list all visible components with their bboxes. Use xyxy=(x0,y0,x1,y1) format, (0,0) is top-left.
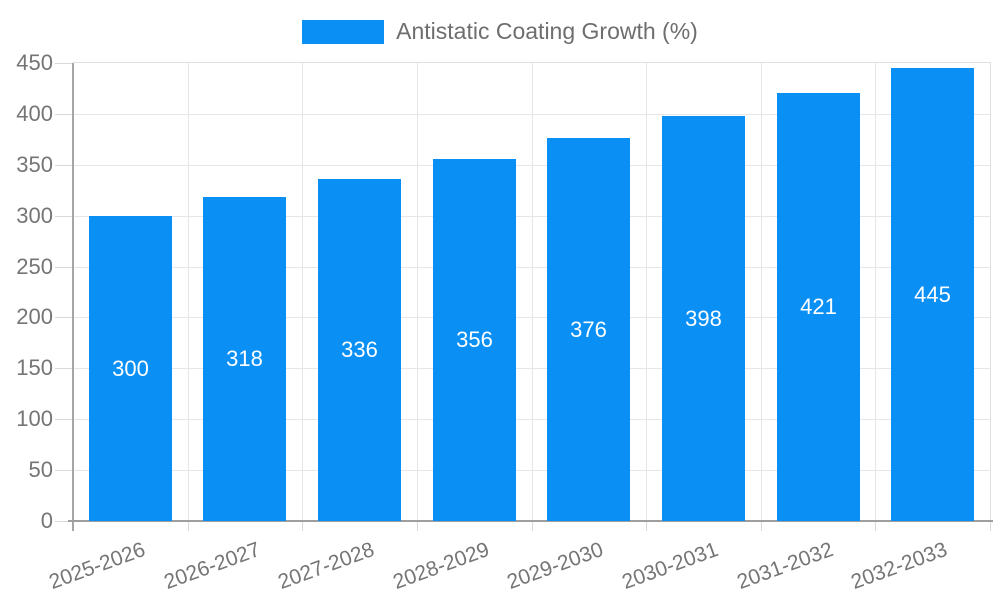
x-axis-label: 2030-2031 xyxy=(619,538,722,594)
bar[interactable]: 336 xyxy=(318,179,401,521)
y-gridline xyxy=(73,419,990,420)
y-gridline xyxy=(73,317,990,318)
x-axis-tick xyxy=(761,521,762,531)
bar[interactable]: 356 xyxy=(433,159,516,521)
y-axis-line xyxy=(72,63,74,531)
y-axis-tick xyxy=(55,165,73,166)
y-axis-label: 300 xyxy=(16,203,53,228)
bar[interactable]: 376 xyxy=(547,138,630,521)
bar-value-label: 300 xyxy=(112,355,149,381)
x-axis-tick xyxy=(990,521,991,531)
x-axis-tick xyxy=(532,521,533,531)
y-axis-label: 450 xyxy=(16,50,53,75)
plot-border-top xyxy=(73,62,991,63)
x-gridline xyxy=(302,63,303,521)
x-gridline xyxy=(417,63,418,521)
bar-value-label: 376 xyxy=(570,316,607,342)
y-axis-label: 200 xyxy=(16,304,53,329)
x-axis-label: 2025-2026 xyxy=(45,538,149,594)
x-axis-label: 2028-2029 xyxy=(389,538,493,594)
bar-value-label: 445 xyxy=(914,281,951,307)
x-axis-label: 2029-2030 xyxy=(504,538,607,594)
bar-value-label: 356 xyxy=(456,327,493,352)
legend-swatch[interactable] xyxy=(302,19,385,44)
bar[interactable]: 421 xyxy=(777,93,860,521)
y-gridline xyxy=(73,368,990,369)
y-axis-tick xyxy=(55,317,73,318)
x-axis-tick xyxy=(302,521,303,531)
x-gridline xyxy=(761,63,762,521)
y-axis-tick xyxy=(55,63,73,64)
y-axis-label: 0 xyxy=(40,508,53,533)
x-gridline xyxy=(646,63,647,521)
bar-value-label: 421 xyxy=(800,294,837,319)
y-axis-tick xyxy=(55,267,73,268)
x-gridline xyxy=(532,63,533,521)
bar[interactable]: 318 xyxy=(203,197,286,521)
bar-value-label: 398 xyxy=(685,305,722,331)
x-axis-label: 2032-2033 xyxy=(848,538,951,594)
y-axis-label: 50 xyxy=(28,457,53,482)
y-gridline xyxy=(73,470,990,471)
y-gridline xyxy=(73,216,990,217)
y-gridline xyxy=(73,165,990,166)
legend[interactable]: Antistatic Coating Growth (%) xyxy=(0,18,1000,45)
x-axis-tick xyxy=(188,521,189,531)
y-axis-label: 400 xyxy=(16,101,53,126)
x-axis-label: 2026-2027 xyxy=(160,538,263,594)
x-axis-label: 2031-2032 xyxy=(733,538,836,594)
y-axis-tick xyxy=(55,114,73,115)
y-axis-tick xyxy=(55,470,73,471)
bar-value-label: 336 xyxy=(341,337,378,362)
y-axis-tick xyxy=(55,419,73,420)
bar[interactable]: 398 xyxy=(662,116,745,521)
bar-value-label: 318 xyxy=(226,346,263,371)
x-axis-tick xyxy=(646,521,647,531)
y-axis-tick xyxy=(55,521,73,522)
y-gridline xyxy=(73,267,990,268)
x-axis-tick xyxy=(875,521,876,531)
y-axis-label: 350 xyxy=(16,152,53,177)
x-gridline xyxy=(188,63,189,521)
y-axis-tick xyxy=(55,368,73,369)
y-axis-label: 150 xyxy=(16,355,53,380)
y-axis-tick xyxy=(55,216,73,217)
x-gridline xyxy=(875,63,876,521)
x-axis-label: 2027-2028 xyxy=(275,538,378,594)
y-gridline xyxy=(73,114,990,115)
plot-border-right xyxy=(990,63,991,521)
x-axis-tick xyxy=(417,521,418,531)
bar[interactable]: 300 xyxy=(89,216,172,521)
x-axis-line xyxy=(68,520,993,522)
y-axis-label: 250 xyxy=(16,254,53,279)
y-axis-label: 100 xyxy=(16,406,53,431)
bar[interactable]: 445 xyxy=(891,68,974,521)
legend-label: Antistatic Coating Growth (%) xyxy=(396,18,698,44)
